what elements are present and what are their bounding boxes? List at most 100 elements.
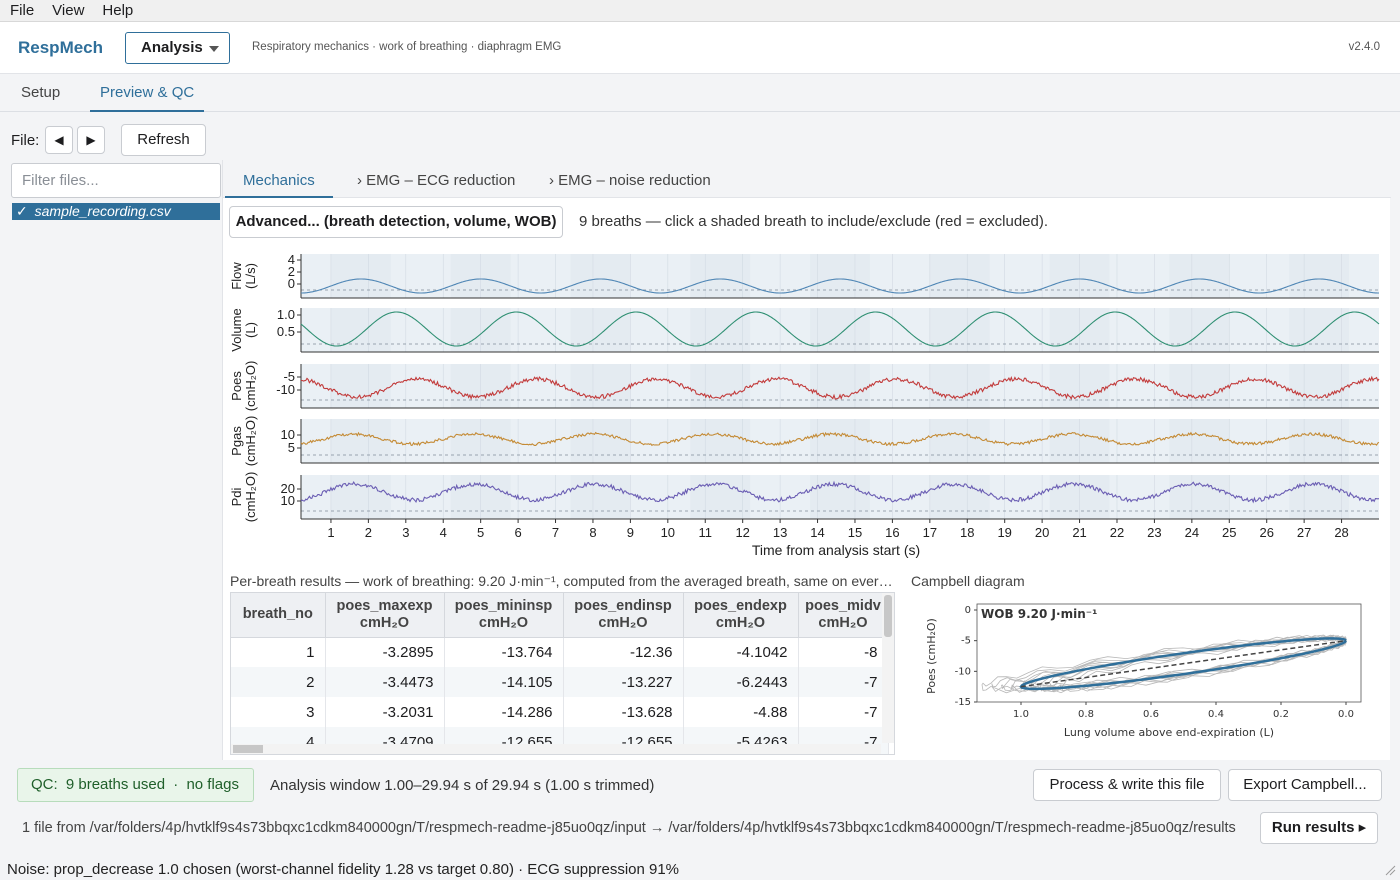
breath-shading[interactable] — [1289, 419, 1350, 463]
table-cell[interactable]: -13.227 — [563, 667, 684, 697]
breath-shading[interactable] — [1289, 475, 1350, 519]
table-cell[interactable]: -13.764 — [444, 637, 564, 667]
breath-shading[interactable] — [330, 364, 391, 408]
tab-setup[interactable]: Setup — [21, 84, 61, 101]
subtab-emg-ecg[interactable]: › EMG – ECG reduction — [357, 172, 516, 189]
breath-shading[interactable] — [929, 364, 990, 408]
x-tick-label: 16 — [885, 525, 899, 540]
breath-shading[interactable] — [1169, 308, 1230, 352]
scroll-thumb[interactable] — [233, 745, 263, 753]
table-cell[interactable]: -6.2443 — [683, 667, 799, 697]
signal-traces-plot[interactable]: #1#2#3#4#5#6#7#8#9420Flow(L/s)1.00.5Volu… — [223, 244, 1391, 564]
table-cell[interactable]: -4.88 — [683, 697, 799, 727]
breath-shading[interactable] — [1169, 254, 1230, 298]
table-cell[interactable]: -12.36 — [563, 637, 684, 667]
process-write-button[interactable]: Process & write this file — [1033, 769, 1221, 801]
trace-panel-volume[interactable]: 1.0 0.5 Volume(L) — [229, 307, 1380, 353]
x-tick-label: 18 — [960, 525, 974, 540]
subtab-emg-noise[interactable]: › EMG – noise reduction — [549, 172, 711, 189]
column-header[interactable]: poes_maxexp cmH₂O — [325, 593, 445, 638]
chevron-down-icon — [209, 46, 219, 52]
advanced-settings-button[interactable]: Advanced... (breath detection, volume, W… — [229, 206, 563, 238]
breath-shading[interactable] — [1289, 308, 1350, 352]
refresh-button[interactable]: Refresh — [121, 124, 206, 156]
breath-shading[interactable] — [1289, 254, 1350, 298]
table-cell[interactable]: -3.2895 — [325, 637, 445, 667]
menu-file[interactable]: File — [10, 2, 35, 19]
column-header[interactable]: poes_mininsp cmH₂O — [444, 593, 564, 638]
breath-shading[interactable] — [929, 475, 990, 519]
table-row[interactable]: 3 -3.2031 -14.286 -13.628 -4.88 -7 — [231, 697, 889, 727]
table-cell[interactable]: -3.4473 — [325, 667, 445, 697]
resize-grip-icon[interactable] — [1384, 864, 1396, 876]
breath-shading[interactable] — [690, 419, 751, 463]
scroll-thumb[interactable] — [884, 595, 892, 637]
breath-shading[interactable] — [810, 475, 870, 519]
filter-files-input[interactable] — [11, 163, 221, 198]
table-cell[interactable]: -3.2031 — [325, 697, 445, 727]
breath-shading[interactable] — [1169, 475, 1230, 519]
column-header[interactable]: poes_midv cmH₂O — [798, 593, 889, 638]
breath-shading[interactable] — [1289, 364, 1350, 408]
column-header[interactable]: breath_no — [231, 593, 326, 638]
breath-shading[interactable] — [570, 308, 631, 352]
table-cell[interactable]: -7 — [798, 667, 889, 697]
y-tick-label: 20 — [281, 481, 295, 496]
table-cell[interactable]: -8 — [798, 637, 889, 667]
column-header[interactable]: poes_endexp cmH₂O — [683, 593, 799, 638]
table-row[interactable]: 1 -3.2895 -13.764 -12.36 -4.1042 -8 — [231, 637, 889, 667]
breath-shading[interactable] — [929, 308, 990, 352]
table-cell[interactable]: 1 — [231, 637, 326, 667]
breath-shading[interactable] — [570, 364, 631, 408]
table-cell[interactable]: -4.1042 — [683, 637, 799, 667]
breath-shading[interactable] — [330, 475, 391, 519]
breath-shading[interactable] — [570, 254, 631, 298]
x-tick-label: 1 — [327, 525, 334, 540]
breath-shading[interactable] — [810, 419, 870, 463]
breath-shading[interactable] — [330, 254, 391, 298]
breath-shading[interactable] — [690, 364, 751, 408]
breath-shading[interactable] — [929, 254, 990, 298]
breath-shading[interactable] — [330, 308, 391, 352]
breath-shading[interactable] — [570, 419, 631, 463]
export-campbell-button[interactable]: Export Campbell... — [1228, 769, 1382, 801]
table-cell[interactable]: -14.105 — [444, 667, 564, 697]
table-row[interactable]: 2 -3.4473 -14.105 -13.227 -6.2443 -7 — [231, 667, 889, 697]
tab-preview-qc[interactable]: Preview & QC — [90, 74, 205, 112]
prev-file-button[interactable]: ◀ — [45, 126, 73, 154]
breath-shading[interactable] — [330, 419, 391, 463]
vertical-scrollbar[interactable] — [882, 593, 894, 743]
trace-panel-poes[interactable]: -5-10 Poes(cmH₂O) — [229, 361, 1380, 412]
breath-shading[interactable] — [810, 254, 870, 298]
file-label: File: — [11, 132, 40, 149]
breath-shading[interactable] — [1169, 364, 1230, 408]
column-header[interactable]: poes_endinsp cmH₂O — [563, 593, 684, 638]
breath-shading[interactable] — [810, 364, 870, 408]
breath-shading[interactable] — [570, 475, 631, 519]
table-cell[interactable]: -7 — [798, 697, 889, 727]
y-tick-label: 10 — [281, 493, 295, 508]
horizontal-scrollbar[interactable] — [231, 744, 881, 754]
breath-shading[interactable] — [1169, 419, 1230, 463]
trace-panel-pgas[interactable]: 105 Pgas(cmH₂O) — [229, 416, 1380, 467]
table-cell[interactable]: 3 — [231, 697, 326, 727]
file-list-item[interactable]: ✓ sample_recording.csv — [12, 203, 220, 220]
breath-shading[interactable] — [690, 254, 751, 298]
run-results-button[interactable]: Run results ▸ — [1260, 812, 1378, 844]
table-cell[interactable]: -14.286 — [444, 697, 564, 727]
subtab-mechanics[interactable]: Mechanics — [225, 160, 333, 198]
breath-shading[interactable] — [810, 308, 870, 352]
results-table[interactable]: breath_no poes_maxexp cmH₂O poes_mininsp cmH… — [230, 592, 895, 755]
menu-view[interactable]: View — [52, 2, 85, 19]
table-cell[interactable]: 2 — [231, 667, 326, 697]
menu-help[interactable]: Help — [102, 2, 134, 19]
mode-select[interactable]: Analysis — [125, 32, 230, 64]
breath-shading[interactable] — [690, 475, 751, 519]
table-cell[interactable]: -13.628 — [563, 697, 684, 727]
breath-shading[interactable] — [690, 308, 751, 352]
breath-shading[interactable] — [929, 419, 990, 463]
trace-panel-flow[interactable]: 420 Flow(L/s) — [229, 252, 1379, 299]
x-tick-label: 25 — [1222, 525, 1236, 540]
next-file-button[interactable]: ▶ — [77, 126, 105, 154]
